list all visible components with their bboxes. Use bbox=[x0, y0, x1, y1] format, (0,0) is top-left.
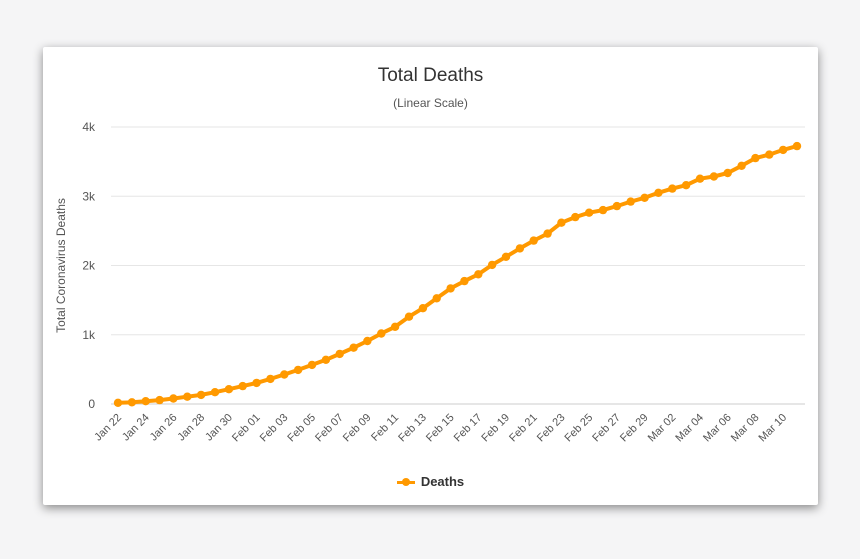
data-point[interactable] bbox=[695, 174, 705, 183]
y-tick-label: 2k bbox=[82, 259, 96, 273]
x-tick-label: Feb 03 bbox=[258, 412, 291, 445]
data-point[interactable] bbox=[363, 336, 372, 346]
data-point[interactable] bbox=[640, 193, 649, 202]
x-tick-label: Feb 17 bbox=[452, 412, 485, 445]
data-point[interactable] bbox=[404, 312, 414, 321]
data-point[interactable] bbox=[210, 388, 220, 397]
y-axis-ticks: 0 1k 2k 3k 4k bbox=[82, 120, 96, 411]
data-point[interactable] bbox=[529, 236, 538, 245]
x-tick-label: Feb 21 bbox=[507, 412, 540, 445]
y-axis-label: Total Coronavirus Deaths bbox=[54, 198, 68, 333]
data-point[interactable] bbox=[654, 188, 663, 197]
x-tick-label: Jan 24 bbox=[120, 412, 152, 444]
data-point[interactable] bbox=[584, 208, 594, 217]
x-tick-label: Mar 08 bbox=[729, 412, 762, 445]
data-point[interactable] bbox=[460, 276, 469, 286]
x-tick-label: Feb 01 bbox=[230, 412, 263, 445]
data-point[interactable] bbox=[224, 385, 234, 394]
data-point[interactable] bbox=[778, 145, 788, 155]
data-point[interactable] bbox=[515, 244, 525, 253]
chart-title: Total Deaths bbox=[377, 65, 484, 86]
data-point[interactable] bbox=[598, 205, 608, 215]
y-tick-label: 0 bbox=[88, 397, 95, 411]
data-point[interactable] bbox=[196, 390, 206, 400]
data-point[interactable] bbox=[280, 370, 289, 379]
data-point[interactable] bbox=[792, 141, 802, 151]
legend-item-deaths[interactable]: Deaths bbox=[43, 474, 818, 489]
x-tick-label: Mar 06 bbox=[701, 412, 734, 445]
data-point[interactable] bbox=[183, 392, 192, 401]
x-tick-label: Feb 15 bbox=[424, 412, 457, 445]
data-point[interactable] bbox=[612, 201, 622, 211]
data-point[interactable] bbox=[113, 398, 123, 407]
data-point[interactable] bbox=[487, 260, 497, 270]
x-tick-label: Feb 19 bbox=[479, 412, 512, 445]
data-point[interactable] bbox=[141, 397, 150, 406]
series-layer bbox=[113, 141, 802, 407]
x-tick-label: Feb 25 bbox=[563, 412, 596, 445]
x-tick-label: Feb 27 bbox=[590, 412, 623, 445]
data-point[interactable] bbox=[252, 378, 261, 388]
x-tick-label: Feb 09 bbox=[341, 412, 374, 445]
data-point[interactable] bbox=[307, 360, 317, 370]
x-tick-label: Feb 29 bbox=[618, 412, 651, 445]
data-point[interactable] bbox=[737, 161, 746, 170]
data-point[interactable] bbox=[238, 381, 247, 391]
x-tick-label: Jan 28 bbox=[175, 412, 207, 444]
data-point[interactable] bbox=[474, 270, 483, 279]
legend-label: Deaths bbox=[420, 474, 465, 489]
y-tick-label: 1k bbox=[82, 328, 96, 342]
data-point[interactable] bbox=[169, 394, 178, 403]
x-tick-label: Jan 26 bbox=[148, 412, 180, 444]
data-point[interactable] bbox=[293, 365, 303, 375]
data-point[interactable] bbox=[681, 181, 691, 190]
data-point[interactable] bbox=[390, 322, 400, 331]
data-point[interactable] bbox=[418, 304, 428, 313]
data-point[interactable] bbox=[377, 329, 386, 338]
x-tick-label: Feb 07 bbox=[313, 412, 346, 445]
x-tick-label: Feb 23 bbox=[535, 412, 568, 445]
y-tick-label: 4k bbox=[82, 120, 96, 134]
data-point[interactable] bbox=[155, 395, 164, 405]
grid-lines bbox=[111, 126, 805, 405]
data-point[interactable] bbox=[446, 284, 455, 293]
data-point[interactable] bbox=[335, 349, 344, 359]
data-point[interactable] bbox=[349, 343, 358, 352]
x-tick-label: Feb 11 bbox=[369, 412, 401, 444]
x-tick-label: Jan 30 bbox=[203, 412, 235, 444]
x-tick-label: Jan 22 bbox=[92, 412, 124, 444]
data-point[interactable] bbox=[723, 168, 732, 178]
chart-card: Total Deaths (Linear Scale) 0 1k 2k 3k 4k Ja… bbox=[43, 47, 818, 505]
data-point[interactable] bbox=[321, 355, 331, 364]
data-point[interactable] bbox=[543, 229, 552, 238]
data-point[interactable] bbox=[127, 398, 137, 407]
data-point[interactable] bbox=[709, 172, 719, 181]
data-point[interactable] bbox=[668, 184, 677, 193]
data-point[interactable] bbox=[751, 153, 760, 163]
data-point[interactable] bbox=[626, 197, 635, 206]
x-tick-label: Mar 02 bbox=[646, 412, 679, 445]
data-point[interactable] bbox=[557, 218, 566, 227]
data-point[interactable] bbox=[432, 294, 441, 303]
x-tick-label: Feb 05 bbox=[285, 412, 318, 445]
x-tick-label: Mar 10 bbox=[757, 412, 790, 445]
series-line-deaths bbox=[116, 144, 799, 405]
chart-subtitle: (Linear Scale) bbox=[393, 96, 468, 110]
data-point[interactable] bbox=[571, 212, 580, 222]
x-tick-label: Feb 13 bbox=[396, 412, 429, 445]
y-tick-label: 3k bbox=[82, 189, 96, 203]
data-point[interactable] bbox=[765, 150, 774, 159]
x-tick-label: Mar 04 bbox=[673, 412, 706, 445]
legend-marker-icon bbox=[396, 477, 415, 487]
data-point[interactable] bbox=[501, 252, 511, 261]
data-point[interactable] bbox=[266, 374, 275, 384]
